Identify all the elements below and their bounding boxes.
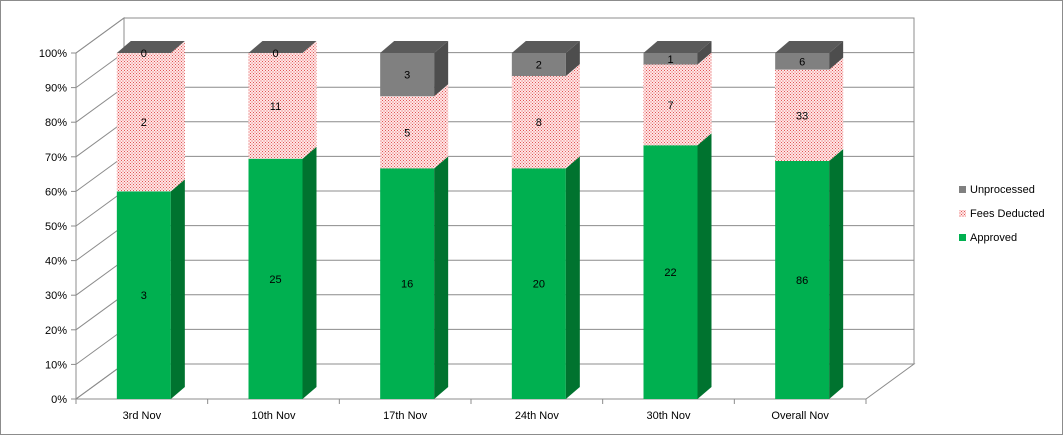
bar-side bbox=[434, 156, 449, 399]
data-label: 0 bbox=[272, 48, 278, 60]
bar-side bbox=[829, 41, 844, 70]
bar-top bbox=[380, 41, 449, 53]
data-label: 25 bbox=[269, 274, 281, 286]
data-label: 6 bbox=[799, 56, 805, 68]
y-axis: 0% 10% 20% 30% 40% 50% 60% 70% 80% 90% 100% bbox=[39, 48, 77, 406]
bar-segment-approved bbox=[643, 145, 698, 399]
x-tick-label: 24th Nov bbox=[515, 410, 560, 422]
bar-segment-fees-deducted bbox=[775, 69, 830, 161]
data-label: 86 bbox=[796, 275, 808, 287]
bar-side bbox=[170, 179, 185, 399]
data-label: 22 bbox=[664, 267, 676, 279]
bar-segment-unprocessed bbox=[511, 53, 566, 77]
x-tick-label: 30th Nov bbox=[646, 410, 691, 422]
data-label: 33 bbox=[796, 110, 808, 122]
legend-label: Unprocessed bbox=[970, 184, 1035, 196]
y-tick-label: 0% bbox=[51, 394, 67, 406]
legend-swatch bbox=[959, 186, 966, 193]
bar-top bbox=[248, 41, 317, 53]
bar-side bbox=[829, 148, 844, 399]
bar-segment-unprocessed bbox=[380, 53, 435, 97]
data-label: 7 bbox=[667, 100, 673, 112]
bar-segment-fees-deducted bbox=[643, 64, 698, 146]
legend-label: Fees Deducted bbox=[970, 208, 1045, 220]
bar-top bbox=[643, 41, 712, 53]
data-label: 16 bbox=[401, 279, 413, 291]
bar-segment-unprocessed bbox=[775, 53, 830, 70]
y-tick-label: 50% bbox=[45, 221, 67, 233]
bar-side bbox=[829, 57, 844, 161]
bar-segment-unprocessed bbox=[643, 53, 698, 65]
bar-top bbox=[116, 41, 185, 53]
legend-label: Approved bbox=[970, 232, 1017, 244]
bar-segment-approved bbox=[511, 168, 566, 399]
bar-side bbox=[434, 41, 449, 97]
data-label: 0 bbox=[141, 48, 147, 60]
y-tick-label: 90% bbox=[45, 83, 67, 95]
y-tick-label: 20% bbox=[45, 325, 67, 337]
bar-segment-fees-deducted bbox=[248, 53, 303, 159]
y-tick-label: 60% bbox=[45, 186, 67, 198]
bar-side bbox=[697, 41, 712, 65]
bar-side bbox=[565, 41, 580, 77]
bar-side bbox=[302, 146, 317, 399]
bar-top bbox=[511, 41, 580, 53]
bar-side bbox=[697, 52, 712, 146]
bar-side bbox=[565, 64, 580, 169]
data-label: 1 bbox=[667, 54, 673, 66]
x-tick-label: 17th Nov bbox=[383, 410, 428, 422]
data-label: 5 bbox=[404, 127, 410, 139]
data-label: 2 bbox=[141, 117, 147, 129]
legend-swatch bbox=[959, 210, 966, 217]
bar-side bbox=[697, 133, 712, 399]
x-tick-label: 10th Nov bbox=[251, 410, 296, 422]
bar-segment-approved bbox=[116, 191, 171, 399]
bar-segment-fees-deducted bbox=[511, 76, 566, 169]
legend: Unprocessed Fees Deducted Approved bbox=[959, 184, 1045, 244]
gridline bbox=[75, 17, 914, 54]
data-label: 2 bbox=[536, 60, 542, 72]
bar-side bbox=[302, 41, 317, 159]
x-axis: 3rd Nov 10th Nov 17th Nov 24th Nov 30th Nov O… bbox=[75, 398, 867, 422]
x-tick-label: 3rd Nov bbox=[123, 410, 162, 422]
y-tick-label: 30% bbox=[45, 290, 67, 302]
bars bbox=[116, 41, 844, 399]
bar-side bbox=[434, 84, 449, 169]
x-tick-label: Overall Nov bbox=[771, 410, 829, 422]
bar-segment-fees-deducted bbox=[116, 53, 171, 192]
bar-top bbox=[775, 41, 844, 53]
bar-side bbox=[565, 156, 580, 399]
bar-segment-approved bbox=[380, 168, 435, 399]
legend-swatch bbox=[959, 234, 966, 241]
y-tick-label: 80% bbox=[45, 117, 67, 129]
y-tick-label: 100% bbox=[39, 48, 67, 60]
bar-segment-approved bbox=[775, 160, 830, 399]
bar-segment-fees-deducted bbox=[380, 96, 435, 169]
data-label: 3 bbox=[404, 70, 410, 82]
bar-segment-approved bbox=[248, 158, 303, 399]
y-tick-label: 70% bbox=[45, 152, 67, 164]
data-label: 3 bbox=[141, 290, 147, 302]
data-label: 8 bbox=[536, 117, 542, 129]
data-label: 11 bbox=[270, 101, 281, 113]
bar-side bbox=[170, 41, 185, 192]
data-label: 20 bbox=[533, 279, 545, 291]
y-tick-label: 10% bbox=[45, 359, 67, 371]
y-tick-label: 40% bbox=[45, 256, 67, 268]
